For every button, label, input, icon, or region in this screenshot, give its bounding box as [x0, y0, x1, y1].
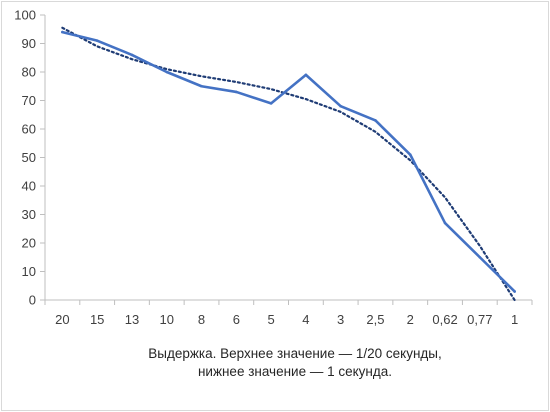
x-tick-label: 3 [337, 312, 344, 327]
data-point [200, 84, 203, 88]
x-tick-label: 1 [511, 312, 518, 327]
y-tick-label: 60 [22, 122, 36, 137]
y-tick-label: 40 [22, 179, 36, 194]
y-tick-label: 90 [22, 36, 36, 51]
y-axis-ticks: 0 10 20 30 40 50 60 70 80 90 100 [14, 8, 45, 308]
x-axis-label-line-2: нижнее значение — 1 секунда. [197, 364, 393, 379]
x-tick-label: 4 [302, 312, 309, 327]
x-axis-label-line-1: Выдержка. Верхнее значение — 1/20 секунд… [148, 346, 442, 361]
y-tick-label: 0 [29, 293, 36, 308]
x-axis-ticks: 20 15 13 10 8 6 5 4 3 2,5 2 0,62 0,77 1 [44, 300, 533, 327]
series-group [61, 26, 516, 302]
y-tick-label: 30 [22, 207, 36, 222]
x-tick-label: 8 [198, 312, 205, 327]
data-point [165, 70, 169, 74]
y-tick-label: 50 [22, 150, 36, 165]
x-tick-label: 6 [233, 312, 240, 327]
data-point [304, 73, 308, 77]
y-tick-label: 10 [22, 264, 36, 279]
y-tick-label: 20 [22, 236, 36, 251]
y-tick-label: 70 [22, 93, 36, 108]
x-tick-label: 10 [160, 312, 174, 327]
data-point [269, 102, 273, 105]
data-point [61, 30, 64, 34]
data-point [95, 39, 99, 42]
data-point [235, 90, 238, 94]
data-point [130, 53, 134, 57]
trendline [61, 26, 516, 302]
x-tick-label: 2,5 [366, 312, 384, 327]
data-point [513, 290, 516, 293]
data-point [408, 153, 412, 156]
x-tick-label: 5 [267, 312, 274, 327]
data-point [478, 255, 482, 259]
data-point [374, 119, 377, 122]
x-tick-label: 0,62 [432, 312, 457, 327]
y-tick-label: 80 [22, 65, 36, 80]
x-tick-label: 2 [407, 312, 414, 327]
x-tick-label: 15 [90, 312, 104, 327]
x-tick-label: 13 [125, 312, 139, 327]
series-line [61, 30, 516, 293]
data-point [443, 221, 447, 225]
y-tick-label: 100 [14, 8, 36, 23]
x-tick-label: 20 [55, 312, 69, 327]
data-point [339, 104, 342, 108]
axes [44, 15, 532, 301]
x-tick-label: 0,77 [467, 312, 492, 327]
